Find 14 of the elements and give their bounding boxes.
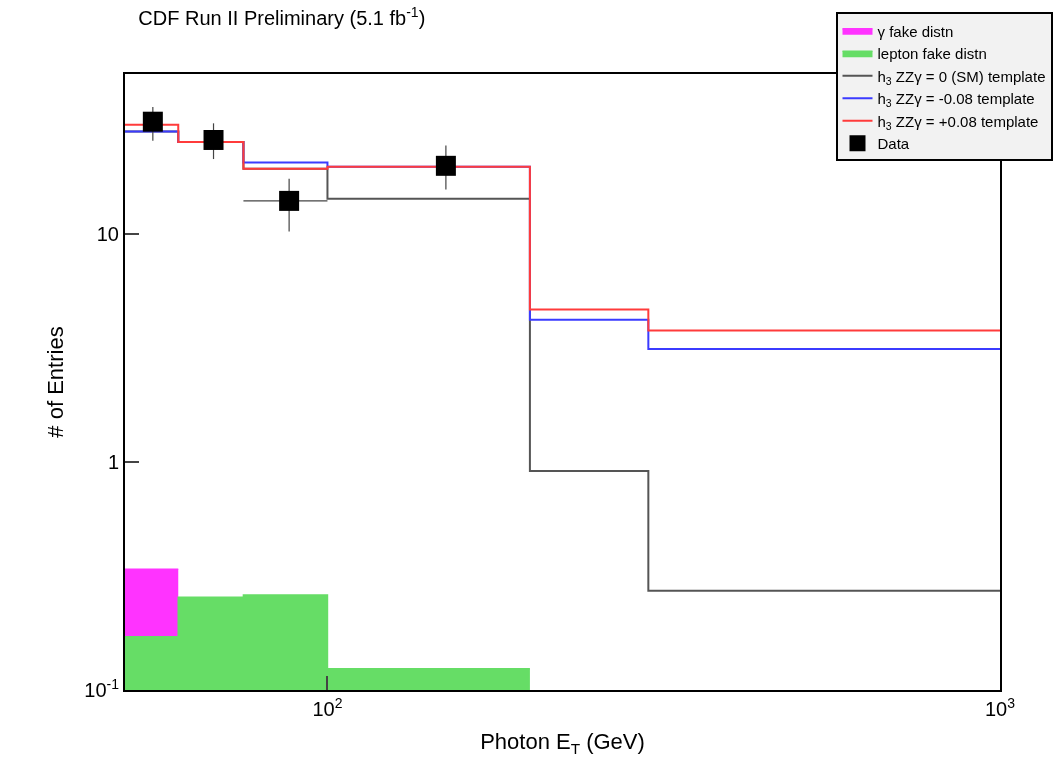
y-tick-label: 10 — [96, 222, 119, 245]
x-tick-label: 10$^{3}$ — [984, 694, 1016, 720]
legend-label: Data — [877, 135, 910, 152]
legend-label: γ fake distn — [877, 22, 954, 40]
x-tick-label: 10$^{2}$ — [312, 694, 343, 720]
legend-label: h$_{3}$ ZZγ = -0.08 template — [877, 90, 1035, 110]
legend-label: h$_{3}$ ZZγ = 0 (SM) template — [877, 67, 1046, 87]
legend-label: lepton fake distn — [877, 45, 987, 62]
y-tick-label: 10$^{-1}$ — [84, 675, 120, 701]
y-tick-label: 1 — [107, 450, 119, 473]
legend-label: h$_{3}$ ZZγ = +0.08 template — [877, 112, 1039, 132]
x-axis-title: Photon E$_{T}$ (GeV) — [480, 729, 645, 758]
y-axis-title: # of Entries — [42, 326, 68, 438]
chart-title: CDF Run II Preliminary (5.1 fb$^{-1}$) — [138, 4, 426, 30]
